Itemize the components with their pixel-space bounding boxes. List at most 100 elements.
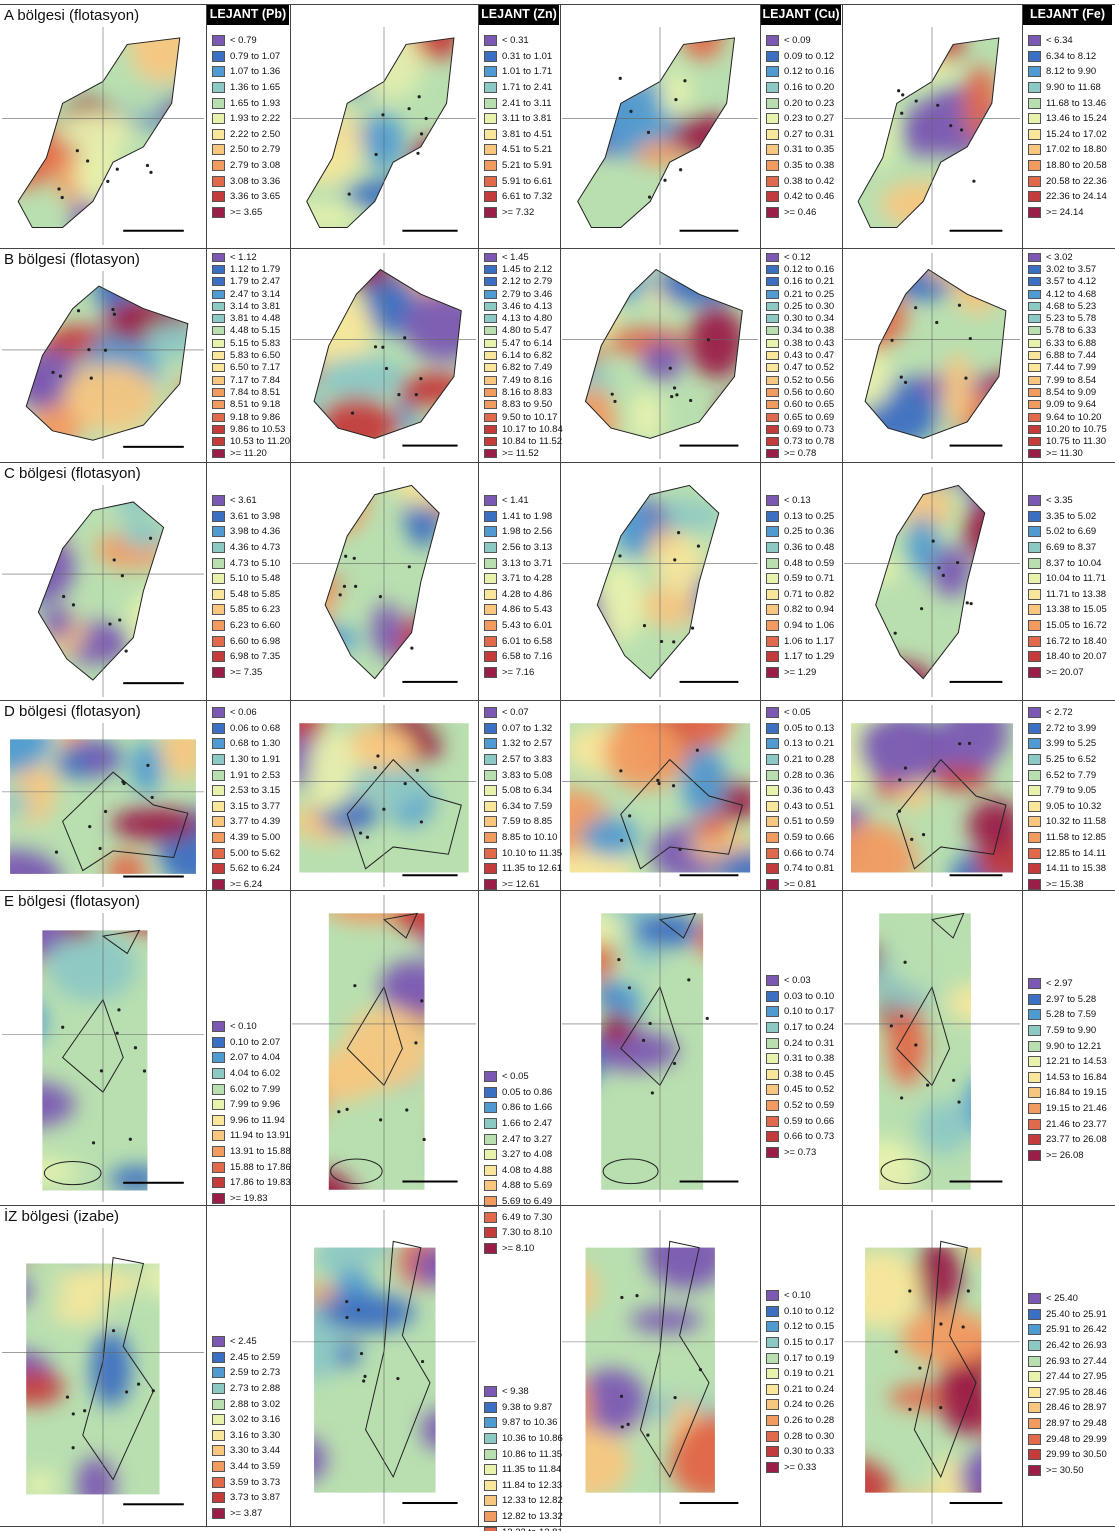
legend-label: 3.81 to 4.51 xyxy=(502,128,553,140)
legend-item: 5.43 to 6.01 xyxy=(484,618,552,634)
legend-swatch xyxy=(212,800,225,812)
legend-label: 27.95 to 28.46 xyxy=(1046,1386,1107,1398)
legend-swatch xyxy=(1028,832,1041,844)
legend-item: 8.83 to 9.50 xyxy=(484,399,563,411)
contour-map xyxy=(292,1210,476,1524)
contour-map xyxy=(2,723,204,887)
legend-swatch xyxy=(212,604,225,616)
legend-swatch xyxy=(212,449,225,459)
legend-swatch xyxy=(484,557,497,569)
legend-item: 5.48 to 5.85 xyxy=(212,587,280,603)
legend-item: 8.54 to 9.09 xyxy=(1028,386,1107,398)
contour-map xyxy=(844,1210,1020,1524)
legend-swatch xyxy=(766,277,779,287)
legend-label: 0.48 to 0.59 xyxy=(784,557,835,569)
legend-swatch xyxy=(212,1383,225,1395)
legend-item: 12.82 to 13.32 xyxy=(484,1509,563,1525)
legend-swatch xyxy=(484,375,497,385)
legend-item: 3.71 to 4.28 xyxy=(484,571,552,587)
legend-item: 11.35 to 12.61 xyxy=(484,861,562,877)
legend-item: 3.11 to 3.81 xyxy=(484,111,552,127)
legend-label: 0.59 to 0.66 xyxy=(784,1115,835,1127)
legend-swatch xyxy=(212,769,225,781)
legend-swatch xyxy=(766,722,779,734)
legend-swatch xyxy=(1028,816,1041,828)
legend-item: 0.68 to 1.30 xyxy=(212,736,280,752)
legend-swatch xyxy=(484,863,497,875)
legend-item: 3.83 to 5.08 xyxy=(484,767,562,783)
legend-item: 0.31 to 1.01 xyxy=(484,49,552,65)
legend-label: 6.50 to 7.17 xyxy=(230,362,281,374)
legend-item: 0.19 to 0.21 xyxy=(766,1366,834,1382)
legend-item: 0.66 to 0.74 xyxy=(766,845,834,861)
legend-item: 4.28 to 4.86 xyxy=(484,587,552,603)
column-divider xyxy=(478,4,479,1527)
legend-item: 6.61 to 7.32 xyxy=(484,189,552,205)
legend-swatch xyxy=(766,191,779,203)
legend-item: 0.26 to 0.28 xyxy=(766,1413,834,1429)
legend-swatch xyxy=(484,1448,497,1460)
legend-item: < 0.10 xyxy=(766,1288,834,1304)
legend-item: 9.90 to 12.21 xyxy=(1028,1038,1107,1054)
legend-label: 2.79 to 3.46 xyxy=(502,288,553,300)
legend-swatch xyxy=(484,1164,497,1176)
legend-swatch xyxy=(766,832,779,844)
legend-list: < 9.38 9.38 to 9.87 9.87 to 10.36 10.36 to … xyxy=(484,1384,563,1531)
legend-item: >= 30.50 xyxy=(1028,1463,1107,1479)
legend-item: 0.47 to 0.52 xyxy=(766,362,834,374)
legend-swatch xyxy=(212,144,225,156)
legend-label: 5.23 to 5.78 xyxy=(1046,313,1097,325)
legend-swatch xyxy=(1028,277,1041,287)
legend-swatch xyxy=(484,437,497,447)
legend-swatch xyxy=(1028,557,1041,569)
legend-label: 2.53 to 3.15 xyxy=(230,785,281,797)
legend-header: LEJANT (Zn) xyxy=(479,5,559,25)
legend-item: 3.02 to 3.57 xyxy=(1028,263,1107,275)
legend-swatch xyxy=(484,412,497,422)
legend-item: 3.14 to 3.81 xyxy=(212,300,290,312)
legend-label: 4.36 to 4.73 xyxy=(230,542,281,554)
legend-label: 11.84 to 12.33 xyxy=(502,1479,563,1491)
region-title: A bölgesi (flotasyon) xyxy=(4,7,140,24)
legend-swatch xyxy=(484,387,497,397)
legend-list: < 1.12 1.12 to 1.79 1.79 to 2.47 2.47 to 3.… xyxy=(212,251,290,460)
region-row: B bölgesi (flotasyon) < 1.12 1.12 to 1.79 1… xyxy=(0,248,1115,462)
legend-swatch xyxy=(1028,1056,1041,1068)
legend-item: 17.02 to 18.80 xyxy=(1028,142,1107,158)
legend-swatch xyxy=(766,738,779,750)
legend-swatch xyxy=(484,277,497,287)
legend-swatch xyxy=(766,449,779,459)
legend-swatch xyxy=(766,82,779,94)
legend-label: 10.84 to 11.52 xyxy=(502,436,563,448)
legend-item: 9.50 to 10.17 xyxy=(484,411,563,423)
legend-label: < 1.45 xyxy=(502,251,529,263)
legend-item: 26.93 to 27.44 xyxy=(1028,1353,1107,1369)
legend-label: >= 0.78 xyxy=(784,448,817,460)
legend-label: 8.54 to 9.09 xyxy=(1046,386,1097,398)
legend-swatch xyxy=(1028,526,1041,538)
legend-swatch xyxy=(212,722,225,734)
legend-label: 2.50 to 2.79 xyxy=(230,144,281,156)
legend-swatch xyxy=(212,375,225,385)
legend-item: 22.36 to 24.14 xyxy=(1028,189,1107,205)
legend-label: 6.23 to 6.60 xyxy=(230,620,281,632)
legend-item: 1.12 to 1.79 xyxy=(212,263,290,275)
legend-label: 5.91 to 6.61 xyxy=(502,175,553,187)
legend-swatch xyxy=(766,557,779,569)
legend-swatch xyxy=(212,1398,225,1410)
legend-label: 5.28 to 7.59 xyxy=(1046,1009,1097,1021)
legend-swatch xyxy=(1028,82,1041,94)
legend-swatch xyxy=(212,338,225,348)
legend-label: 11.35 to 11.84 xyxy=(502,1464,562,1476)
legend-item: 3.15 to 3.77 xyxy=(212,799,280,815)
legend-item: 2.41 to 3.11 xyxy=(484,95,552,111)
legend-item: >= 3.65 xyxy=(212,205,280,221)
legend-swatch xyxy=(1028,769,1041,781)
legend-label: 1.91 to 2.53 xyxy=(230,769,281,781)
legend-label: >= 0.73 xyxy=(784,1146,817,1158)
legend-label: 9.90 to 11.68 xyxy=(1046,82,1101,94)
legend-swatch xyxy=(1028,35,1041,47)
legend-label: 6.82 to 7.49 xyxy=(502,362,553,374)
legend-item: 21.46 to 23.77 xyxy=(1028,1116,1107,1132)
legend-label: 2.73 to 2.88 xyxy=(230,1383,281,1395)
